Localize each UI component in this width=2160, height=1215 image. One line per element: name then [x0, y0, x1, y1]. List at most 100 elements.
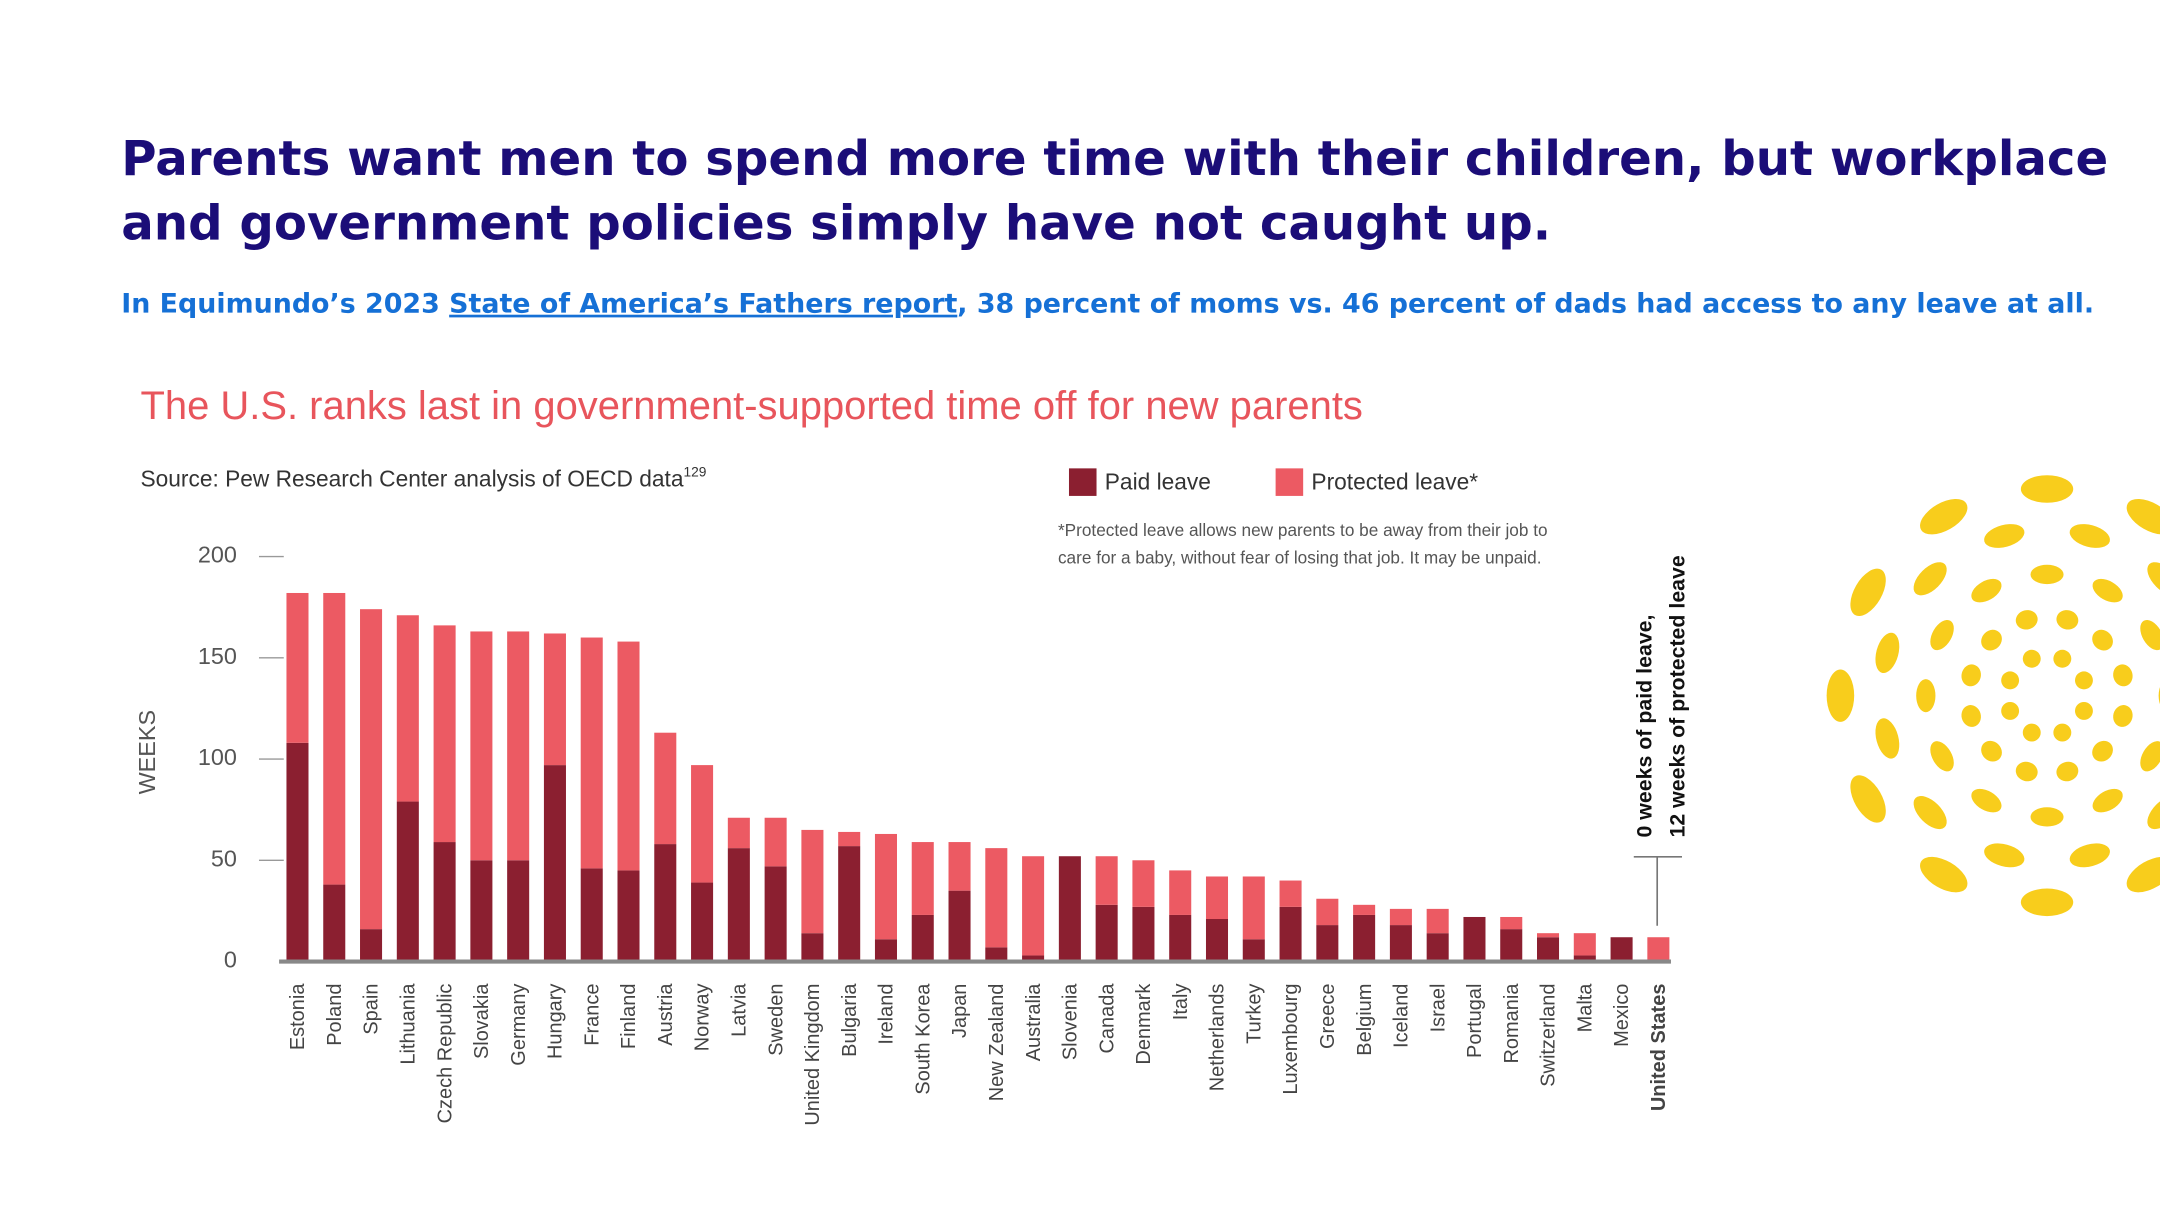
sun-dot	[2147, 795, 2160, 830]
bar-segment	[1316, 925, 1339, 962]
sun-dot	[1850, 775, 1886, 823]
y-tick-label: 200	[198, 542, 237, 568]
bar-segment	[433, 842, 456, 962]
sun-dot	[1916, 679, 1936, 713]
sun-dot	[2069, 524, 2110, 548]
bar-segment	[396, 615, 419, 802]
title-line: Parents want men to spend more time with…	[121, 131, 2108, 187]
subtitle-text: , 38 percent of moms vs. 46 percent of d…	[957, 289, 2094, 320]
legend-swatch	[1275, 468, 1304, 496]
sun-dot	[2022, 723, 2041, 742]
bar-segment	[764, 866, 787, 962]
bar-segment	[1205, 919, 1229, 962]
bar-segment	[801, 829, 824, 934]
bar-segment	[1463, 916, 1486, 962]
y-tick-label: 50	[211, 845, 237, 871]
x-tick-label: United Kingdom	[802, 984, 824, 1126]
bar-segment	[543, 765, 566, 962]
x-tick-label: Romania	[1501, 983, 1523, 1064]
bar-segment	[1573, 955, 1596, 962]
sun-dot	[1961, 664, 1981, 687]
sun-dot	[2092, 629, 2113, 651]
bar-segment	[1537, 937, 1560, 962]
x-tick-label: Latvia	[729, 983, 751, 1037]
sun-dot	[1920, 856, 1968, 893]
bar-segment	[874, 833, 897, 940]
x-tick-label: Hungary	[545, 984, 567, 1059]
sun-dot	[2020, 475, 2074, 503]
y-axis-label: WEEKS	[134, 710, 160, 795]
bar-segment	[1058, 856, 1081, 962]
sun-dot	[1913, 562, 1947, 596]
bar-segment	[654, 732, 677, 845]
report-link[interactable]: State of America’s Fathers report	[449, 289, 957, 320]
x-tick-label: United States	[1648, 984, 1670, 1112]
sun-dot	[1930, 741, 1954, 772]
sun-dot	[2140, 741, 2160, 772]
bar-segment	[1316, 898, 1339, 926]
sun-dot	[2015, 610, 2038, 630]
bar-segment	[838, 831, 861, 847]
bar-segment	[691, 882, 714, 962]
y-tick-label: 150	[198, 643, 237, 669]
bar-segment	[801, 933, 824, 962]
sun-dot	[1961, 705, 1981, 727]
annotation-line: 0 weeks of paid leave,	[1633, 615, 1657, 838]
bar-segment	[1500, 916, 1523, 930]
subtitle: In Equimundo’s 2023 State of America’s F…	[121, 289, 2094, 320]
sun-dot	[2030, 564, 2064, 585]
legend-label: Protected leave*	[1311, 469, 1478, 495]
subtitle-text: In Equimundo’s 2023	[121, 289, 449, 320]
sun-dot	[2020, 888, 2074, 917]
sun-dot	[2113, 664, 2133, 687]
sun-dot	[1913, 795, 1947, 830]
sun-dot	[1826, 669, 1855, 722]
bar-segment	[617, 641, 640, 871]
sun-dot	[2092, 578, 2123, 603]
bar-segment	[948, 890, 971, 962]
bar-segment	[286, 592, 309, 743]
sun-dot	[1930, 619, 1954, 651]
bar-segment	[985, 947, 1008, 962]
y-tick-label: 0	[224, 947, 237, 973]
bar-segment	[1132, 860, 1155, 907]
sun-dot	[2022, 649, 2041, 668]
sun-dot	[2053, 649, 2072, 668]
bar-segment	[1353, 904, 1376, 915]
x-tick-label: Portugal	[1464, 984, 1486, 1058]
sun-dot	[2147, 562, 2160, 596]
bar-segment	[360, 929, 383, 962]
title-line: and government policies simply have not …	[121, 196, 1551, 252]
bar-segment	[1132, 906, 1155, 962]
bar-segment	[1205, 876, 1229, 920]
bar-segment	[1022, 856, 1045, 956]
x-tick-label: Lithuania	[397, 983, 419, 1065]
bar-segment	[1279, 880, 1302, 907]
bar-segment	[654, 844, 677, 962]
x-tick-label: Spain	[361, 984, 383, 1035]
sun-dot	[2015, 761, 2038, 782]
bar-segment	[1426, 933, 1449, 962]
legend-swatch	[1068, 468, 1097, 496]
bar-segment	[1610, 937, 1633, 962]
x-tick-label: Ireland	[876, 984, 898, 1045]
sun-dot	[1981, 629, 2002, 651]
source: Source: Pew Research Center analysis of …	[141, 465, 707, 492]
x-tick-label: Belgium	[1354, 984, 1376, 1056]
bar-segment	[1242, 939, 1265, 962]
sun-dot	[2030, 807, 2064, 827]
sun-dot	[2074, 701, 2093, 720]
sun-dot	[2001, 701, 2020, 720]
bar-segment	[507, 860, 530, 962]
sun-dot	[2053, 723, 2072, 742]
x-tick-label: Italy	[1170, 984, 1192, 1021]
sun-dot	[1875, 632, 1900, 674]
source-text: Source: Pew Research Center analysis of …	[141, 465, 684, 491]
x-tick-label: Australia	[1023, 983, 1045, 1062]
sun-dot	[1875, 718, 1900, 759]
sun-dot	[1984, 843, 2025, 868]
sun-dot	[2056, 761, 2079, 782]
sun-dot	[2001, 671, 2020, 690]
bar-segment	[1095, 856, 1118, 905]
